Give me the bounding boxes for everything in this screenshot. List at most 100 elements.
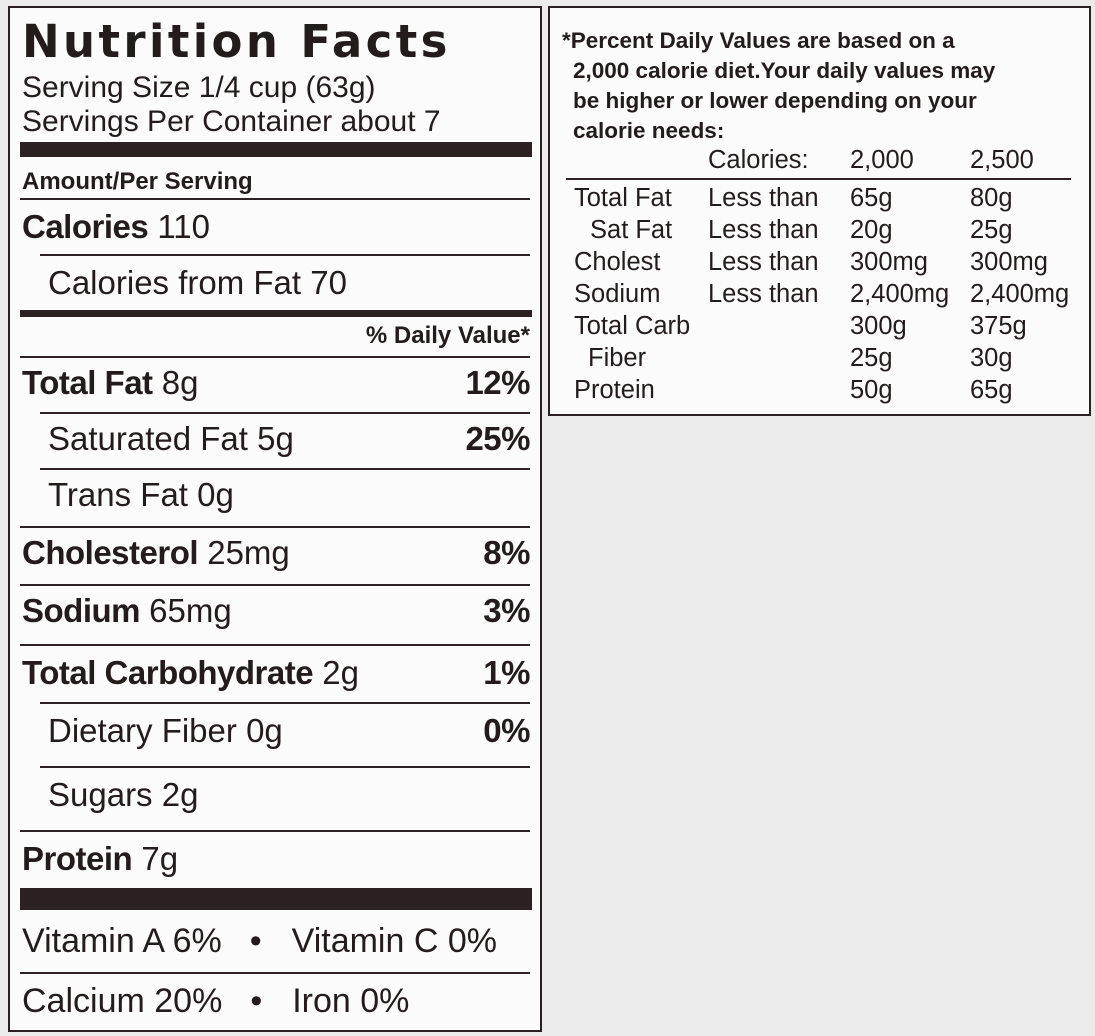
dv-2500-value: 2,400mg: [970, 280, 1070, 308]
calories-value: 110: [157, 208, 211, 245]
divider: [40, 766, 530, 768]
daily-values-footnote-box: *Percent Daily Values are based on a 2,0…: [548, 6, 1091, 416]
nutrient-label: Cholesterol: [22, 534, 199, 571]
dv-2500-value: 25g: [970, 216, 1013, 244]
nutrient-row-sugars: Sugars 2g: [48, 776, 530, 814]
nutrient-label: Trans Fat: [48, 476, 188, 513]
dv-qualifier: Less than: [708, 184, 819, 212]
bullet-separator: •: [250, 982, 263, 1020]
divider: [20, 584, 530, 586]
servings-per-container: Servings Per Container about 7: [22, 105, 441, 138]
nutrient-label: Sodium: [22, 592, 141, 629]
dv-nutrient: Cholest: [574, 248, 661, 276]
nutrient-row-protein: Protein 7g: [22, 840, 530, 878]
divider: [40, 254, 530, 256]
calories-from-fat-row: Calories from Fat 70: [48, 264, 530, 302]
nutrient-amount: 0g: [197, 476, 234, 513]
nutrient-row-total-fat: Total Fat 8g 12%: [22, 364, 530, 402]
calories-row: Calories 110: [22, 208, 530, 246]
nutrient-amount: 5g: [257, 420, 294, 457]
label-title: Nutrition Facts: [22, 15, 451, 68]
nutrient-dv: 25%: [465, 420, 530, 457]
dv-header-2500: 2,500: [970, 146, 1034, 174]
nutrient-label: Saturated Fat: [48, 420, 248, 457]
dv-header-2000: 2,000: [850, 146, 914, 174]
nutrient-row-cholesterol: Cholesterol 25mg 8%: [22, 534, 530, 572]
nutrient-row-sodium: Sodium 65mg 3%: [22, 592, 530, 630]
nutrient-amount: 7g: [141, 840, 179, 877]
nutrient-amount: 8g: [161, 364, 199, 401]
dv-qualifier: Less than: [708, 248, 819, 276]
divider: [20, 198, 530, 200]
nutrient-label: Total Fat: [22, 364, 153, 401]
nutrient-row-trans-fat: Trans Fat 0g: [48, 476, 530, 514]
divider: [20, 526, 530, 528]
dv-2500-value: 80g: [970, 184, 1013, 212]
dv-nutrient: Fiber: [588, 344, 647, 372]
amount-per-serving-text: Amount/Per Serving: [22, 168, 253, 195]
nutrient-row-saturated-fat: Saturated Fat 5g 25%: [48, 420, 530, 458]
dv-nutrient: Sodium: [574, 280, 661, 308]
dv-qualifier: Less than: [708, 216, 819, 244]
dv-2000-value: 65g: [850, 184, 893, 212]
nutrient-dv: 0%: [483, 712, 530, 749]
footnote-line: be higher or lower depending on your: [573, 88, 977, 113]
nutrient-amount: 65mg: [149, 592, 232, 629]
dv-header-calories: Calories:: [708, 146, 809, 174]
calories-label: Calories: [22, 208, 149, 245]
calories-from-fat: Calories from Fat 70: [48, 264, 347, 301]
vitamins-row-2: Calcium 20% • Iron 0%: [22, 982, 530, 1021]
divider: [20, 356, 530, 358]
nutrient-dv: 8%: [483, 534, 530, 571]
dv-2000-value: 300g: [850, 312, 907, 340]
nutrient-dv: 1%: [483, 654, 530, 691]
vitamin-c: Vitamin C 0%: [291, 922, 497, 960]
nutrient-amount: 2g: [161, 776, 199, 813]
footnote-text: *Percent Daily Values are based on a 2,0…: [562, 26, 1082, 146]
medium-divider: [20, 310, 532, 317]
nutrient-amount: 25mg: [207, 534, 290, 571]
nutrient-row-total-carbohydrate: Total Carbohydrate 2g 1%: [22, 654, 530, 692]
dv-2500-value: 300mg: [970, 248, 1048, 276]
dv-2000-value: 300mg: [850, 248, 928, 276]
footnote-line: calorie needs:: [573, 118, 725, 143]
dv-qualifier: Less than: [708, 280, 819, 308]
dv-nutrient: Protein: [574, 376, 655, 404]
dv-nutrient: Sat Fat: [590, 216, 673, 244]
nutrient-label: Total Carbohydrate: [22, 654, 314, 691]
daily-value-header-row: % Daily Value*: [22, 322, 530, 350]
dv-2000-value: 25g: [850, 344, 893, 372]
divider: [40, 412, 530, 414]
amount-per-serving: Amount/Per Serving: [22, 168, 530, 196]
vitamins-row-1: Vitamin A 6% • Vitamin C 0%: [22, 922, 530, 961]
footnote-line: 2,000 calorie diet.Your daily values may: [573, 58, 996, 83]
dv-2500-value: 375g: [970, 312, 1027, 340]
dv-2000-value: 20g: [850, 216, 893, 244]
divider: [20, 644, 530, 646]
iron: Iron 0%: [292, 982, 410, 1020]
nutrient-amount: 0g: [246, 712, 283, 749]
nutrient-dv: 12%: [465, 364, 530, 401]
dv-2500-value: 65g: [970, 376, 1013, 404]
dv-2000-value: 2,400mg: [850, 280, 950, 308]
thick-divider: [20, 888, 532, 910]
nutrient-label: Protein: [22, 840, 133, 877]
nutrition-label: Nutrition Facts Serving Size 1/4 cup (63…: [8, 6, 542, 1032]
divider: [40, 468, 530, 470]
footnote-line: *Percent Daily Values are based on a: [562, 28, 955, 53]
divider: [40, 702, 530, 704]
nutrient-row-dietary-fiber: Dietary Fiber 0g 0%: [48, 712, 530, 750]
dv-2000-value: 50g: [850, 376, 893, 404]
dv-nutrient: Total Fat: [574, 184, 672, 212]
divider: [20, 830, 530, 832]
dv-nutrient: Total Carb: [574, 312, 691, 340]
calcium: Calcium 20%: [22, 982, 223, 1020]
dv-table-divider: [566, 178, 1071, 180]
dv-2500-value: 30g: [970, 344, 1013, 372]
nutrient-dv: 3%: [483, 592, 530, 629]
thick-divider: [20, 142, 532, 157]
serving-size: Serving Size 1/4 cup (63g): [22, 71, 376, 104]
divider: [20, 972, 530, 974]
nutrient-label: Dietary Fiber: [48, 712, 237, 749]
nutrient-label: Sugars: [48, 776, 153, 813]
